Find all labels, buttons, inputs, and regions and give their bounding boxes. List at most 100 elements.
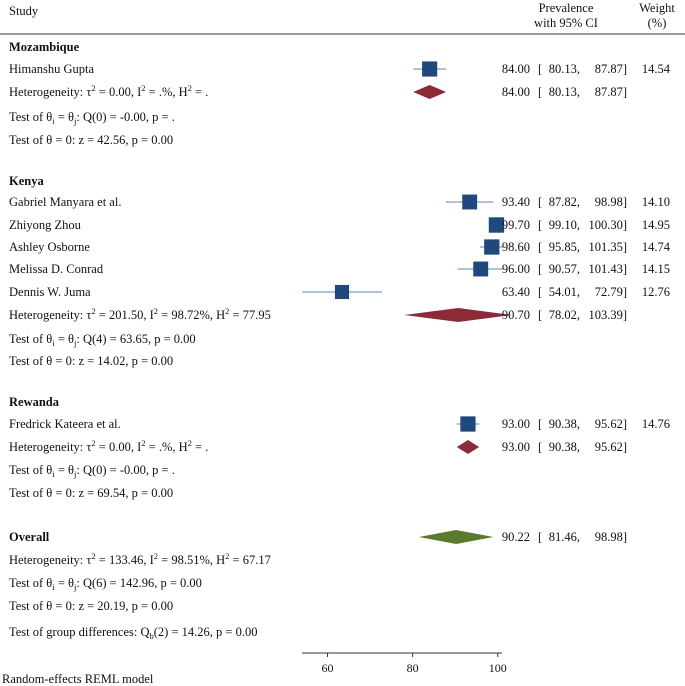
group-rewanda-theta-test: Test of θ = 0: z = 69.54, p = 0.00 — [9, 486, 173, 500]
group-kenya-homogeneity-test-sub-j: j — [73, 338, 76, 348]
overall-heterogeneity-tau-exp: 2 — [91, 551, 95, 561]
group-kenya-heterogeneity-h-value: = 77.95 — [229, 308, 270, 322]
group-mozambique-heterogeneity-i-exp: 2 — [141, 83, 145, 93]
group-kenya-study-3-ci-low: 90.57, — [549, 262, 580, 276]
group-rewanda-heterogeneity-i-value: = .%, H — [146, 440, 188, 454]
x-axis-tick-label-100: 100 — [489, 661, 507, 675]
group-mozambique-homogeneity-test-c: : Q(0) = -0.00, p = . — [76, 110, 174, 124]
group-kenya-study-0-ci-high: 98.98] — [595, 195, 627, 209]
overall-ci-low: 81.46, — [549, 530, 580, 544]
group-mozambique-homogeneity-test-b: = θ — [55, 110, 74, 124]
group-rewanda-subtotal-ci-high: 95.62] — [595, 440, 627, 454]
group-rewanda-heterogeneity-h-exp: 2 — [188, 438, 192, 448]
group-kenya-heterogeneity-tau-exp: 2 — [91, 306, 95, 316]
group-kenya-title: Kenya — [9, 174, 44, 188]
group-rewanda-heterogeneity-prefix: Heterogeneity: τ — [9, 440, 91, 454]
group-kenya-study-2-estimate: 98.60 — [502, 240, 530, 254]
group-kenya-subtotal-ci-low: 78.02, — [549, 308, 580, 322]
group-rewanda-subtotal-estimate: 93.00 — [502, 440, 530, 454]
group-kenya-subtotal-diamond — [404, 308, 513, 322]
group-mozambique-subtotal-estimate: 84.00 — [502, 85, 530, 99]
group-mozambique-theta-test: Test of θ = 0: z = 42.56, p = 0.00 — [9, 133, 173, 147]
group-rewanda-homogeneity-test: Test of θi = θj: Q(0) = -0.00, p = . — [9, 463, 175, 479]
group-rewanda-subtotal-ci-low: 90.38, — [549, 440, 580, 454]
group-mozambique-study-0-bracket: [ — [538, 62, 542, 76]
group-mozambique-subtotal-ci-low: 80.13, — [549, 85, 580, 99]
group-kenya-study-2-bracket: [ — [538, 240, 542, 254]
group-kenya-study-2-weight: 14.74 — [642, 240, 671, 254]
group-kenya-study-4-marker — [334, 284, 350, 300]
group-rewanda-study-0-ci-high: 95.62] — [595, 417, 627, 431]
group-kenya-study-2-ci-low: 95.85, — [549, 240, 580, 254]
group-rewanda-study-0-ci-low: 90.38, — [549, 417, 580, 431]
group-kenya-study-0-marker — [462, 194, 478, 210]
x-axis-tick-label-60: 60 — [322, 661, 334, 675]
group-mozambique-study-0-marker — [422, 61, 438, 77]
group-kenya-heterogeneity-tau-value: = 201.50, I — [96, 308, 154, 322]
group-kenya-study-1-estimate: 99.70 — [502, 218, 530, 232]
group-differences-b: (2) = 14.26, p = 0.00 — [154, 625, 258, 639]
group-mozambique-study-0-estimate: 84.00 — [502, 62, 530, 76]
group-kenya-heterogeneity: Heterogeneity: τ2 = 201.50, I2 = 98.72%,… — [9, 306, 271, 322]
column-header-ci: with 95% CI — [534, 16, 598, 30]
column-header-study: Study — [9, 4, 39, 18]
group-mozambique-study-0-label: Himanshu Gupta — [9, 62, 95, 76]
group-rewanda-study-0-estimate: 93.00 — [502, 417, 530, 431]
group-rewanda-homogeneity-test-sub-i: i — [52, 469, 55, 479]
overall-title: Overall — [9, 530, 50, 544]
group-rewanda-homogeneity-test-a: Test of θ — [9, 463, 52, 477]
group-mozambique-subtotal-diamond — [413, 85, 447, 99]
group-differences-a: Test of group differences: Q — [9, 625, 150, 639]
group-mozambique-subtotal-bracket: [ — [538, 85, 542, 99]
group-kenya-study-3-estimate: 96.00 — [502, 262, 530, 276]
group-mozambique-study-0-ci-high: 87.87] — [595, 62, 627, 76]
group-kenya-subtotal-estimate: 90.70 — [502, 308, 530, 322]
group-rewanda-heterogeneity-tau-value: = 0.00, I — [96, 440, 142, 454]
overall-homogeneity-test-c: : Q(6) = 142.96, p = 0.00 — [76, 576, 202, 590]
group-kenya-heterogeneity-i-exp: 2 — [154, 306, 158, 316]
model-footnote: Random-effects REML model — [2, 672, 154, 686]
group-kenya-study-0-ci-low: 87.82, — [549, 195, 580, 209]
group-kenya-study-4-estimate: 63.40 — [502, 285, 530, 299]
group-mozambique-heterogeneity-prefix: Heterogeneity: τ — [9, 85, 91, 99]
overall-homogeneity-test-b: = θ — [55, 576, 74, 590]
group-rewanda-study-0-weight: 14.76 — [642, 417, 670, 431]
group-kenya-homogeneity-test-sub-i: i — [52, 338, 55, 348]
group-mozambique-heterogeneity-tau-exp: 2 — [91, 83, 95, 93]
group-kenya-study-1-marker — [488, 217, 505, 233]
group-rewanda-heterogeneity-i-exp: 2 — [141, 438, 145, 448]
group-rewanda-heterogeneity: Heterogeneity: τ2 = 0.00, I2 = .%, H2 = … — [9, 438, 208, 454]
overall-homogeneity-test-a: Test of θ — [9, 576, 52, 590]
group-kenya-study-1-ci-low: 99.10, — [549, 218, 580, 232]
group-mozambique-study-0-ci-low: 80.13, — [549, 62, 580, 76]
group-rewanda-study-0-marker — [460, 416, 476, 432]
group-differences-test: Test of group differences: Qb(2) = 14.26… — [9, 625, 257, 641]
group-kenya-study-4-weight: 12.76 — [642, 285, 670, 299]
overall-heterogeneity-prefix: Heterogeneity: τ — [9, 553, 91, 567]
column-header-prevalence: Prevalence — [539, 1, 594, 15]
overall-heterogeneity-tau-value: = 133.46, I — [96, 553, 154, 567]
group-kenya-study-0-estimate: 93.40 — [502, 195, 530, 209]
group-rewanda-subtotal-diamond — [456, 440, 480, 454]
group-mozambique-heterogeneity-h-exp: 2 — [188, 83, 192, 93]
group-kenya-subtotal-ci-high: 103.39] — [588, 308, 627, 322]
group-kenya-study-3-marker — [473, 261, 489, 277]
group-kenya-theta-test: Test of θ = 0: z = 14.02, p = 0.00 — [9, 354, 173, 368]
group-kenya-homogeneity-test-b: = θ — [55, 332, 74, 346]
group-rewanda-subtotal-bracket: [ — [538, 440, 542, 454]
column-header-weight: Weight — [639, 1, 675, 15]
group-mozambique-homogeneity-test-sub-i: i — [52, 116, 55, 126]
x-axis-tick-label-80: 80 — [407, 661, 419, 675]
column-header-weight-unit: (%) — [648, 16, 667, 30]
group-kenya-study-2-label: Ashley Osborne — [9, 240, 90, 254]
group-rewanda-study-0-bracket: [ — [538, 417, 542, 431]
group-kenya-study-0-bracket: [ — [538, 195, 542, 209]
overall-heterogeneity-i-exp: 2 — [154, 551, 158, 561]
group-mozambique-heterogeneity-h-value: = . — [192, 85, 208, 99]
group-differences-sub: b — [150, 631, 154, 641]
group-kenya-homogeneity-test: Test of θi = θj: Q(4) = 63.65, p = 0.00 — [9, 332, 196, 348]
group-rewanda-homogeneity-test-sub-j: j — [73, 469, 76, 479]
overall-ci-high: 98.98] — [595, 530, 627, 544]
group-kenya-study-3-bracket: [ — [538, 262, 542, 276]
